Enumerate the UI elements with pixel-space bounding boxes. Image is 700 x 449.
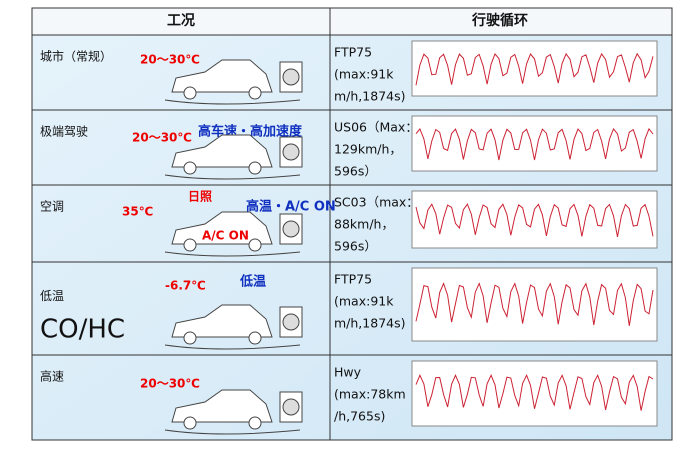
cycle-text: m/h,1874s) — [334, 89, 405, 104]
temperature: 20～30℃ — [140, 377, 200, 391]
cycle-text: (max:78km — [334, 387, 406, 402]
floor — [164, 251, 301, 257]
dyno-roller — [282, 220, 300, 238]
wheel — [248, 331, 262, 345]
cycle-text: FTP75 — [334, 272, 372, 287]
temperature: 20～30℃ — [140, 53, 200, 67]
condition: 高速 — [40, 369, 64, 384]
speed-trace — [415, 374, 654, 411]
cycle-text: 596s） — [334, 239, 377, 254]
wheel — [183, 416, 197, 430]
wheel — [183, 238, 197, 252]
temperature: 20～30℃ — [132, 131, 192, 145]
cycle-text: /h,765s) — [334, 409, 385, 424]
wheel — [248, 416, 262, 430]
dyno-roller — [282, 398, 300, 416]
condition: 极端驾驶 — [40, 124, 88, 139]
header-row — [31, 7, 673, 36]
temperature: -6.7℃ — [165, 279, 206, 293]
cycle-text: FTP75 — [334, 45, 372, 60]
trace-box — [411, 40, 658, 97]
car — [171, 134, 273, 168]
trace-box — [411, 267, 658, 342]
dyno-roller — [282, 313, 300, 331]
wheel — [183, 161, 197, 175]
temperature: 35℃ — [122, 205, 153, 219]
note: 高温・A/C ON — [246, 199, 336, 215]
note: 低温 — [239, 274, 266, 290]
floor — [164, 344, 301, 350]
car — [171, 59, 273, 93]
speed-trace — [415, 282, 654, 326]
cycle-text: m/h,1874s) — [334, 316, 405, 331]
condition: 空调 — [40, 200, 64, 214]
cycle-text: US06（Max： — [334, 120, 418, 135]
speed-trace — [415, 203, 654, 237]
car — [171, 211, 273, 245]
dyno-roller — [282, 143, 300, 161]
wheel — [248, 161, 262, 175]
emission: CO/HC — [40, 315, 125, 345]
cycle-text: 596s） — [334, 164, 377, 179]
floor — [164, 99, 301, 105]
trace-box — [411, 115, 658, 172]
header-cell: 行驶循环 — [471, 12, 528, 29]
cycle-text: (max:91k — [334, 67, 394, 82]
wheel — [183, 86, 197, 100]
cycle-text: 129km/h， — [334, 142, 402, 157]
condition: 低温 — [40, 289, 64, 303]
dyno-roller — [282, 68, 300, 86]
car-label: A/C ON — [202, 229, 249, 243]
cycle-text: Hwy — [334, 365, 362, 380]
car — [171, 389, 273, 423]
sun-label: 日照 — [188, 189, 212, 204]
cycle-text: (max:91k — [334, 294, 394, 309]
floor — [164, 174, 301, 180]
speed-trace — [415, 127, 654, 161]
car — [171, 304, 273, 338]
trace-box — [411, 360, 658, 427]
wheel — [248, 238, 262, 252]
floor — [164, 429, 301, 435]
trace-box — [411, 190, 658, 249]
wheel — [183, 331, 197, 345]
condition: 城市（常规） — [40, 49, 112, 64]
wheel — [248, 86, 262, 100]
cycle-text: SC03（max： — [334, 195, 419, 210]
header-cell: 工况 — [167, 13, 195, 29]
speed-trace — [415, 52, 654, 86]
cycle-text: 88km/h， — [334, 217, 394, 232]
